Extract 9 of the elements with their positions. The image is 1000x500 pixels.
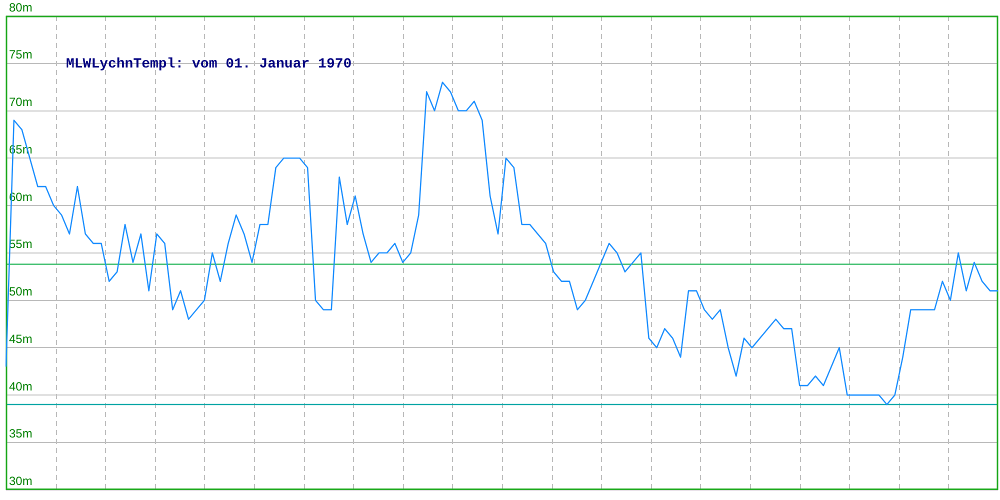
y-tick-label: 70m [9,95,32,110]
y-tick-label: 35m [9,426,32,441]
y-tick-label: 75m [9,48,32,62]
y-tick-label: 45m [9,332,32,346]
y-tick-label: 80m [9,0,32,14]
y-tick-label: 30m [9,474,32,488]
text: MLWLychnTempl: vom 01. Januar 1970 [66,56,352,73]
y-tick-label: 50m [9,284,32,299]
y-tick-label: 40m [9,379,32,394]
